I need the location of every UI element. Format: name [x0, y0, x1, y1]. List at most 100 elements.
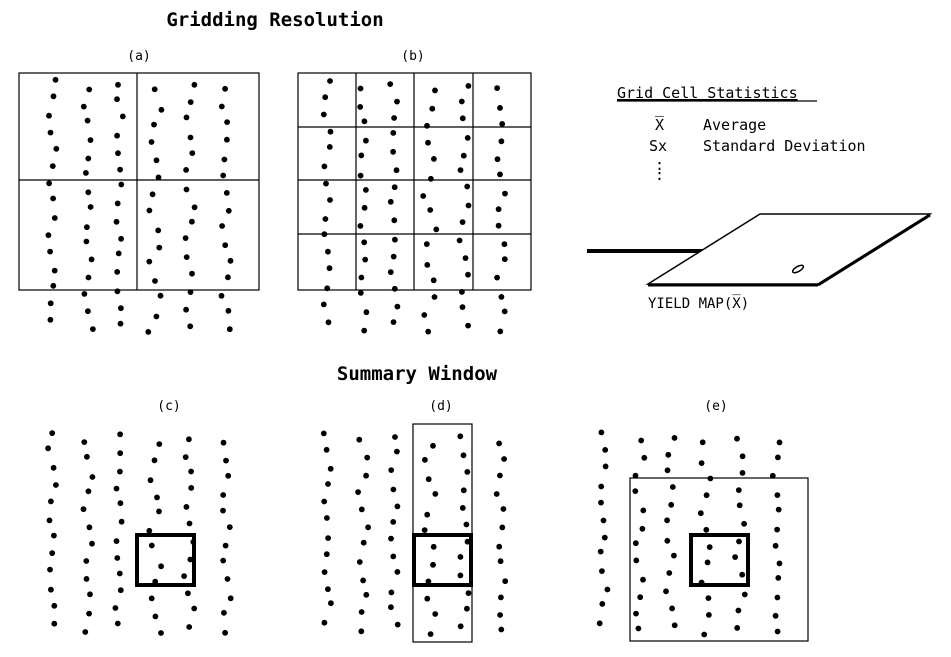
- sample-point: [497, 105, 503, 111]
- panel-a-grid: [18, 72, 260, 291]
- sample-point: [114, 269, 121, 275]
- sample-point: [83, 170, 89, 176]
- sample-point: [597, 548, 604, 555]
- sample-point: [321, 163, 328, 170]
- sample-point: [117, 431, 123, 438]
- sample-point: [387, 81, 394, 87]
- sample-point: [47, 566, 53, 573]
- sample-point: [114, 620, 121, 627]
- sample-point: [183, 306, 190, 313]
- sample-point: [363, 187, 369, 193]
- sample-point: [465, 590, 472, 596]
- sample-point: [84, 117, 91, 124]
- panel-e-window: [629, 477, 809, 642]
- panel-c-dots: [45, 430, 234, 636]
- sample-point: [424, 262, 431, 268]
- sample-point: [498, 138, 505, 145]
- sample-point: [187, 556, 194, 563]
- sample-point: [430, 442, 436, 449]
- sample-point: [118, 235, 124, 242]
- sample-point: [425, 139, 431, 146]
- sample-point: [641, 454, 648, 461]
- sample-point: [327, 78, 333, 84]
- sample-point: [430, 543, 437, 550]
- sample-point: [598, 483, 605, 490]
- grid-cell-statistics: Grid Cell Statistics X̅ Average Sx Stand…: [617, 84, 866, 184]
- sample-point: [328, 600, 334, 607]
- sample-point: [224, 136, 230, 143]
- sample-point: [148, 139, 155, 145]
- sample-point: [736, 502, 743, 509]
- sample-point: [387, 198, 394, 205]
- sample-point: [635, 625, 642, 632]
- sample-point: [46, 517, 53, 524]
- sample-point: [464, 538, 471, 545]
- sample-point: [45, 232, 52, 239]
- panel-e-dots: [596, 429, 783, 638]
- sample-point: [83, 576, 90, 582]
- sample-point: [321, 231, 328, 238]
- sample-point: [495, 206, 502, 213]
- sample-point: [47, 248, 53, 255]
- sample-point: [81, 439, 88, 445]
- sample-point: [600, 517, 607, 524]
- sample-point: [604, 586, 611, 593]
- sample-point: [632, 540, 639, 547]
- sample-point: [457, 433, 464, 440]
- sample-point: [118, 305, 124, 312]
- sample-point: [394, 98, 400, 105]
- sample-point: [460, 152, 467, 159]
- sample-point: [87, 591, 93, 598]
- sample-point: [84, 453, 90, 460]
- sample-point: [323, 446, 330, 453]
- sample-point: [596, 620, 603, 627]
- sample-point: [51, 602, 58, 609]
- sample-point: [357, 85, 364, 92]
- panel-b-dots: [320, 78, 508, 335]
- sample-point: [427, 207, 434, 213]
- sample-point: [325, 319, 332, 326]
- sample-point: [598, 429, 605, 436]
- sample-point: [361, 327, 368, 334]
- sample-point: [226, 326, 233, 333]
- sample-point: [183, 114, 190, 121]
- sample-point: [225, 207, 232, 214]
- sample-point: [501, 308, 508, 315]
- sample-point: [327, 465, 334, 472]
- sample-point: [156, 244, 163, 251]
- sample-point: [736, 538, 742, 545]
- sample-point: [501, 256, 508, 263]
- sample-point: [118, 181, 125, 188]
- sample-point: [219, 223, 226, 229]
- sample-point: [734, 625, 741, 631]
- sample-point: [390, 148, 396, 155]
- sample-point: [465, 202, 472, 209]
- sample-point: [325, 535, 331, 541]
- sample-point: [48, 586, 54, 593]
- sample-point: [119, 113, 126, 120]
- sample-point: [112, 605, 119, 611]
- sample-point: [117, 450, 124, 457]
- sample-point: [430, 561, 436, 568]
- sample-point: [460, 452, 467, 459]
- sample-point: [707, 475, 714, 482]
- sample-point: [87, 204, 94, 210]
- sample-point: [186, 520, 193, 527]
- sample-point: [50, 195, 56, 202]
- sample-point: [425, 476, 432, 483]
- sample-point: [464, 135, 471, 141]
- sample-point: [153, 157, 160, 164]
- panel-label-c: (c): [157, 399, 180, 414]
- sample-point: [465, 83, 472, 89]
- sample-point: [117, 587, 124, 594]
- sample-point: [497, 612, 503, 618]
- sample-point: [45, 445, 51, 452]
- sample-point: [152, 278, 158, 284]
- sample-point: [114, 288, 121, 295]
- sample-point: [496, 543, 503, 550]
- sample-point: [358, 628, 365, 635]
- sample-point: [152, 613, 159, 620]
- panel-e-cell: [689, 533, 750, 587]
- sample-point: [632, 472, 639, 479]
- sample-point: [183, 186, 190, 193]
